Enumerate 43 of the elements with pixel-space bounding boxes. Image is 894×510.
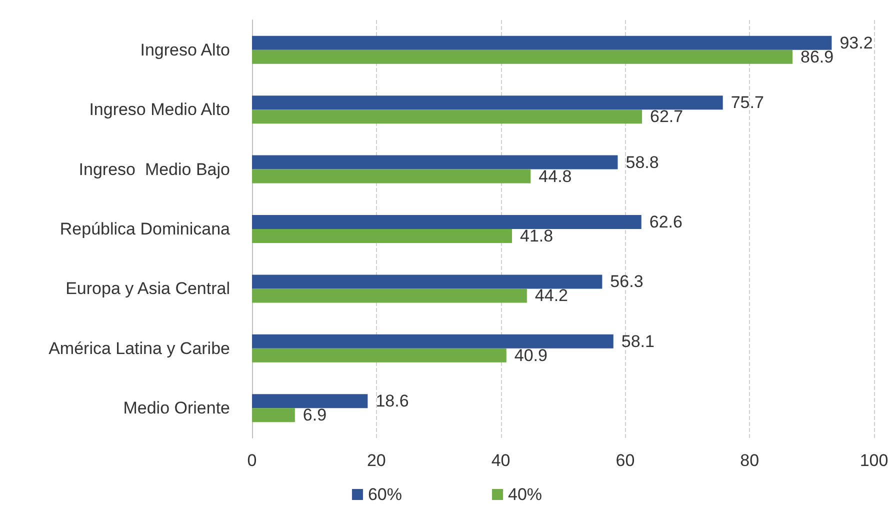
bar [252, 215, 642, 229]
data-label: 93.2 [840, 33, 873, 52]
bar [252, 274, 602, 289]
data-label: 44.8 [538, 166, 572, 186]
data-label: 58.8 [626, 152, 659, 172]
bar [252, 288, 527, 303]
y-tick-label: Europa y Asia Central [66, 279, 230, 298]
bar [252, 169, 531, 184]
bar [252, 229, 512, 243]
x-tick-label: 100 [860, 451, 888, 470]
data-label: 75.7 [730, 93, 764, 112]
bar [252, 408, 295, 422]
x-tick-label: 0 [247, 451, 257, 470]
data-label: 62.6 [649, 212, 682, 232]
data-label: 40.9 [514, 346, 548, 365]
data-label: 56.3 [610, 272, 644, 292]
bar [252, 348, 506, 362]
data-label: 62.7 [650, 107, 684, 126]
data-label: 18.6 [376, 392, 409, 411]
y-tick-label: América Latina y Caribe [48, 338, 230, 358]
bar [252, 36, 832, 50]
legend-label: 40% [508, 485, 542, 504]
y-tick-label: República Dominicana [60, 220, 231, 238]
y-tick-label: Ingreso Medio Alto [89, 100, 230, 120]
bar [252, 110, 642, 124]
x-tick-label: 60 [616, 451, 635, 470]
y-tick-label: Medio Oriente [123, 398, 230, 418]
legend-label: 60% [368, 485, 402, 504]
x-tick-label: 40 [491, 451, 510, 470]
data-label: 44.2 [534, 286, 568, 306]
x-tick-label: 20 [366, 451, 386, 470]
x-tick-label: 80 [740, 451, 760, 470]
y-tick-label: Ingreso Alto [140, 40, 230, 60]
data-label: 41.8 [520, 226, 554, 246]
bar [252, 334, 614, 348]
y-tick-label: Ingreso Medio Bajo [78, 160, 230, 179]
bar [252, 50, 793, 64]
data-label: 6.9 [302, 406, 327, 425]
data-label: 58.1 [621, 332, 654, 351]
bar [252, 96, 723, 110]
bar [252, 394, 368, 408]
bar [252, 155, 618, 170]
data-label: 86.9 [800, 47, 834, 66]
